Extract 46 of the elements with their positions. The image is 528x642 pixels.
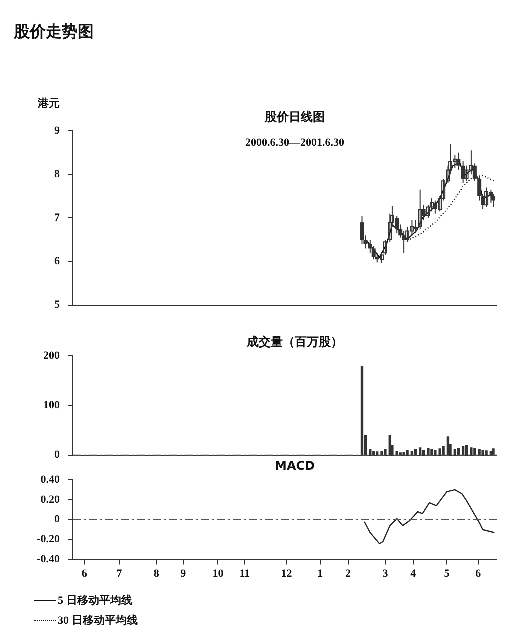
- x-tick-label: 11: [240, 568, 250, 580]
- x-tick-label: 3: [382, 568, 389, 580]
- y-tick-label: -0.40: [37, 554, 60, 566]
- y-tick-label: 0.20: [40, 494, 60, 506]
- y-tick-label: 0: [54, 449, 60, 462]
- legend-label: 30 日移动平均线: [58, 614, 138, 628]
- bar: [427, 448, 430, 456]
- x-tick-label: 5: [444, 568, 450, 580]
- x-tick-label: 12: [281, 568, 293, 580]
- y-tick-label: 9: [54, 124, 60, 137]
- y-tick-label: 200: [44, 350, 60, 362]
- y-tick-label: 5: [54, 299, 60, 312]
- x-tick-label: 8: [154, 568, 160, 580]
- y-tick-label: 6: [54, 256, 60, 268]
- bar: [442, 446, 445, 456]
- y-tick-label: 8: [54, 168, 60, 180]
- x-tick-label: 9: [180, 568, 187, 580]
- chart-title: 股价日线图: [264, 110, 325, 124]
- text: 股价走势图: [14, 22, 94, 43]
- candlestick: [484, 187, 489, 208]
- bar: [414, 449, 418, 456]
- x-tick-label: 6: [82, 568, 88, 580]
- candlestick: [360, 216, 364, 245]
- y-tick-label: 0: [54, 514, 60, 526]
- bar: [492, 448, 495, 456]
- legend-label: 5 日移动平均线: [58, 594, 132, 608]
- chart-title: MACD: [275, 459, 316, 474]
- candlestick: [456, 152, 461, 171]
- x-tick-label: 6: [476, 568, 482, 580]
- x-tick-label: 4: [410, 568, 417, 580]
- y-tick-label: 100: [44, 400, 60, 412]
- y-axis-title: 港元: [37, 96, 60, 110]
- x-tick-label: 7: [116, 568, 123, 580]
- chart-title: 成交量（百万股）: [246, 335, 343, 350]
- y-tick-label: 0.40: [40, 474, 60, 486]
- text: 2000.6.30—2001.6.30: [246, 136, 345, 149]
- bar: [457, 448, 460, 456]
- candlestick: [492, 194, 496, 208]
- bar: [360, 366, 364, 456]
- y-tick-label: -0.20: [37, 534, 60, 546]
- x-tick-label: 1: [318, 568, 324, 580]
- y-tick-label: 7: [54, 212, 60, 224]
- x-tick-label: 2: [346, 568, 352, 580]
- candlestick: [461, 161, 466, 184]
- bar: [462, 446, 465, 456]
- x-tick-label: 10: [212, 568, 224, 580]
